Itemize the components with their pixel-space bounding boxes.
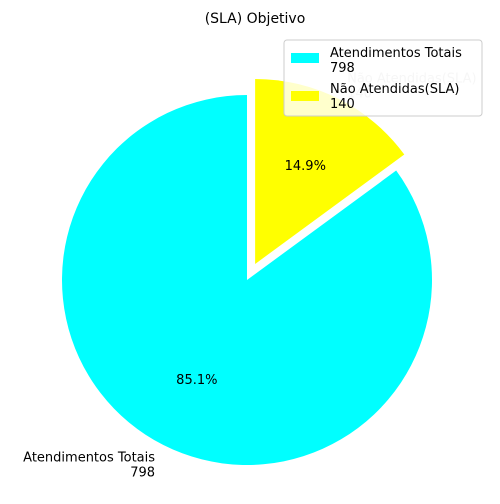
pie-slice-1 — [255, 78, 405, 264]
pie-outer-label-value-0: 798 — [130, 466, 155, 481]
legend-label-0: Atendimentos Totais — [330, 46, 462, 61]
legend-value-1: 140 — [330, 97, 355, 112]
pie-pct-label-0: 85.1% — [176, 373, 217, 388]
pie-pct-label-1: 14.9% — [285, 159, 326, 174]
legend-swatch-1 — [291, 91, 319, 101]
legend-frame — [283, 39, 483, 117]
pie-outer-label-0: Atendimentos Totais 798 — [23, 451, 155, 481]
legend: Atendimentos Totais 798 Não Atendidas(SL… — [283, 39, 483, 117]
pie-outer-label-name-0: Atendimentos Totais — [23, 451, 155, 466]
legend-value-0: 798 — [330, 61, 355, 76]
legend-label-1: Não Atendidas(SLA) — [330, 82, 459, 97]
chart-title: (SLA) Objetivo — [205, 11, 306, 27]
legend-entry-1: Não Atendidas(SLA) 140 — [291, 82, 459, 112]
legend-entry-0: Atendimentos Totais 798 — [291, 46, 462, 76]
pie-labels: 85.1% 14.9% — [176, 159, 326, 388]
legend-swatch-0 — [291, 53, 319, 63]
pie-slice-0 — [62, 95, 432, 465]
